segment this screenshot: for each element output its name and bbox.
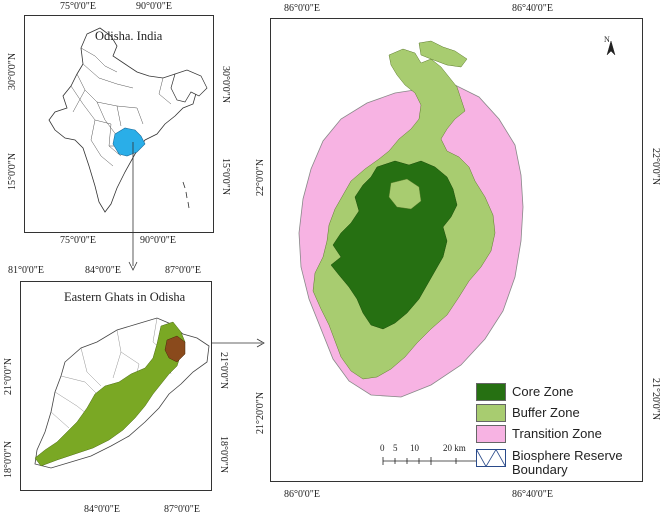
northeast-states (170, 69, 208, 103)
odisha-right-tick-1: 21°0'0"N (218, 352, 229, 390)
odisha-to-reserve-arrowhead (256, 338, 265, 348)
odisha-map-panel (20, 281, 212, 491)
india-bottom-tick-1: 75°0'0"E (60, 235, 96, 246)
legend-label-boundary-line2: Boundary (512, 462, 568, 477)
india-top-tick-2: 90°0'0"E (136, 1, 172, 12)
legend-boundary: Biosphere Reserve Boundary (476, 449, 623, 477)
reserve-right-tick-2: 21°20'0"N (650, 378, 661, 421)
legend-swatch-buffer (476, 404, 506, 422)
india-bottom-tick-2: 90°0'0"E (140, 235, 176, 246)
legend-swatch-boundary (476, 449, 506, 467)
legend-transition-zone: Transition Zone (476, 425, 602, 443)
odisha-bottom-tick-1: 84°0'0"E (84, 504, 120, 515)
buffer-inner-patch (388, 178, 422, 210)
scale-label-0: 0 (380, 443, 385, 453)
scale-label-10: 10 (410, 443, 419, 453)
legend-label-core: Core Zone (512, 384, 574, 399)
india-to-odisha-arrowhead (128, 261, 138, 271)
buffer-zone-north-strip (418, 40, 468, 68)
odisha-top-tick-2: 84°0'0"E (85, 265, 121, 276)
reserve-top-tick-2: 86°40'0"E (512, 3, 553, 14)
odisha-left-tick-2: 18°0'0"N (3, 440, 14, 478)
reserve-map-svg (298, 40, 616, 465)
legend-label-buffer: Buffer Zone (512, 405, 580, 420)
odisha-title: Eastern Ghats in Odisha (64, 290, 186, 304)
core-zone (330, 160, 458, 330)
reserve-top-tick-1: 86°0'0"E (284, 3, 320, 14)
scale-label-20km: 20 km (443, 443, 466, 453)
legend-buffer-zone: Buffer Zone (476, 404, 580, 422)
reserve-bottom-tick-2: 86°40'0"E (512, 489, 553, 500)
reserve-map-panel (270, 18, 643, 482)
legend-label-transition: Transition Zone (512, 426, 602, 441)
india-map-svg (48, 27, 208, 233)
india-top-tick-1: 75°0'0"E (60, 1, 96, 12)
india-map-panel (24, 15, 214, 233)
legend-core-zone: Core Zone (476, 383, 573, 401)
scale-bar (382, 457, 482, 465)
reserve-left-tick-2: 21°20'0"N (255, 391, 266, 434)
legend-swatch-core (476, 383, 506, 401)
odisha-top-tick-3: 87°0'0"E (165, 265, 201, 276)
odisha-left-tick-1: 21°0'0"N (3, 357, 14, 395)
reserve-bottom-tick-1: 86°0'0"E (284, 489, 320, 500)
india-left-tick-2: 15°0'0"N (7, 152, 18, 190)
north-label: N (604, 35, 610, 44)
reserve-right-tick-1: 22°0'0"N (650, 148, 661, 186)
odisha-bottom-tick-2: 87°0'0"E (164, 504, 200, 515)
odisha-map-svg (34, 317, 210, 469)
india-title: Odisha. India (95, 29, 163, 43)
odisha-top-tick-1: 81°0'0"E (8, 265, 44, 276)
odisha-highlight (112, 127, 146, 157)
eastern-ghats-region (34, 321, 186, 467)
india-right-tick-1: 30°0'0"N (220, 66, 231, 104)
legend-swatch-transition (476, 425, 506, 443)
islands (182, 181, 190, 209)
biosphere-reserve-location (164, 335, 186, 363)
north-arrow-icon (606, 40, 616, 56)
odisha-right-tick-2: 18°0'0"N (218, 436, 229, 474)
reserve-left-tick-1: 22°0'0"N (255, 158, 266, 196)
legend-label-boundary-line1: Biosphere Reserve (512, 448, 623, 463)
scale-label-5: 5 (393, 443, 398, 453)
india-left-tick-1: 30°0'0"N (7, 52, 18, 90)
india-outline (48, 27, 198, 213)
india-right-tick-2: 15°0'0"N (220, 158, 231, 196)
